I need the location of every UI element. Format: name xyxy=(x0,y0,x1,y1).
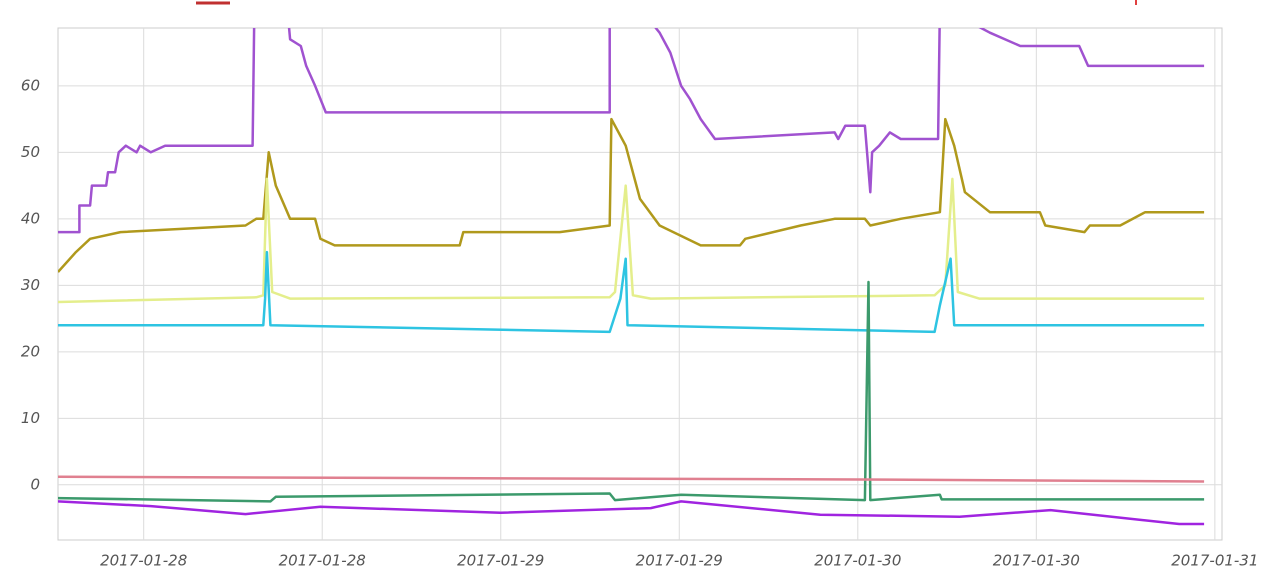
series-line xyxy=(58,28,1205,234)
x-tick-label: 2017-01-30 xyxy=(993,552,1080,570)
x-tick-label: 2017-01-28 xyxy=(279,552,366,570)
x-tick-label: 2017-01-29 xyxy=(457,552,544,570)
y-tick-label: 60 xyxy=(21,76,40,94)
series-line xyxy=(58,117,1205,273)
y-tick-label: 50 xyxy=(21,143,40,161)
x-tick-label: 2017-01-30 xyxy=(814,552,901,570)
x-tick-label: 2017-01-28 xyxy=(100,552,187,570)
y-tick-label: 20 xyxy=(21,342,40,360)
series-line xyxy=(58,177,1205,304)
y-tick-label: 10 xyxy=(21,409,40,427)
x-tick-label: 2017-01-31 xyxy=(1171,552,1258,570)
y-tick-label: 40 xyxy=(21,209,40,227)
labels: 0 10 20 30 40 50 60 2017-01-28 2017-01-28 2017-01… xyxy=(21,76,1259,569)
y-tick-label: 30 xyxy=(21,276,40,294)
series-line xyxy=(58,280,1205,503)
lines xyxy=(58,28,1205,526)
series-line xyxy=(58,250,1205,334)
y-tick-label: 0 xyxy=(30,475,40,493)
series-line xyxy=(58,475,1205,483)
plot-area xyxy=(57,27,1223,541)
series-line xyxy=(58,500,1205,526)
x-tick-label: 2017-01-29 xyxy=(636,552,723,570)
